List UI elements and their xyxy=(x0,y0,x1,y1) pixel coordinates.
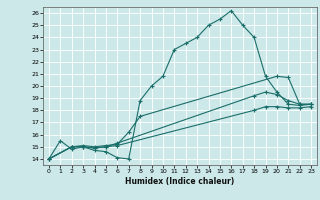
X-axis label: Humidex (Indice chaleur): Humidex (Indice chaleur) xyxy=(125,177,235,186)
